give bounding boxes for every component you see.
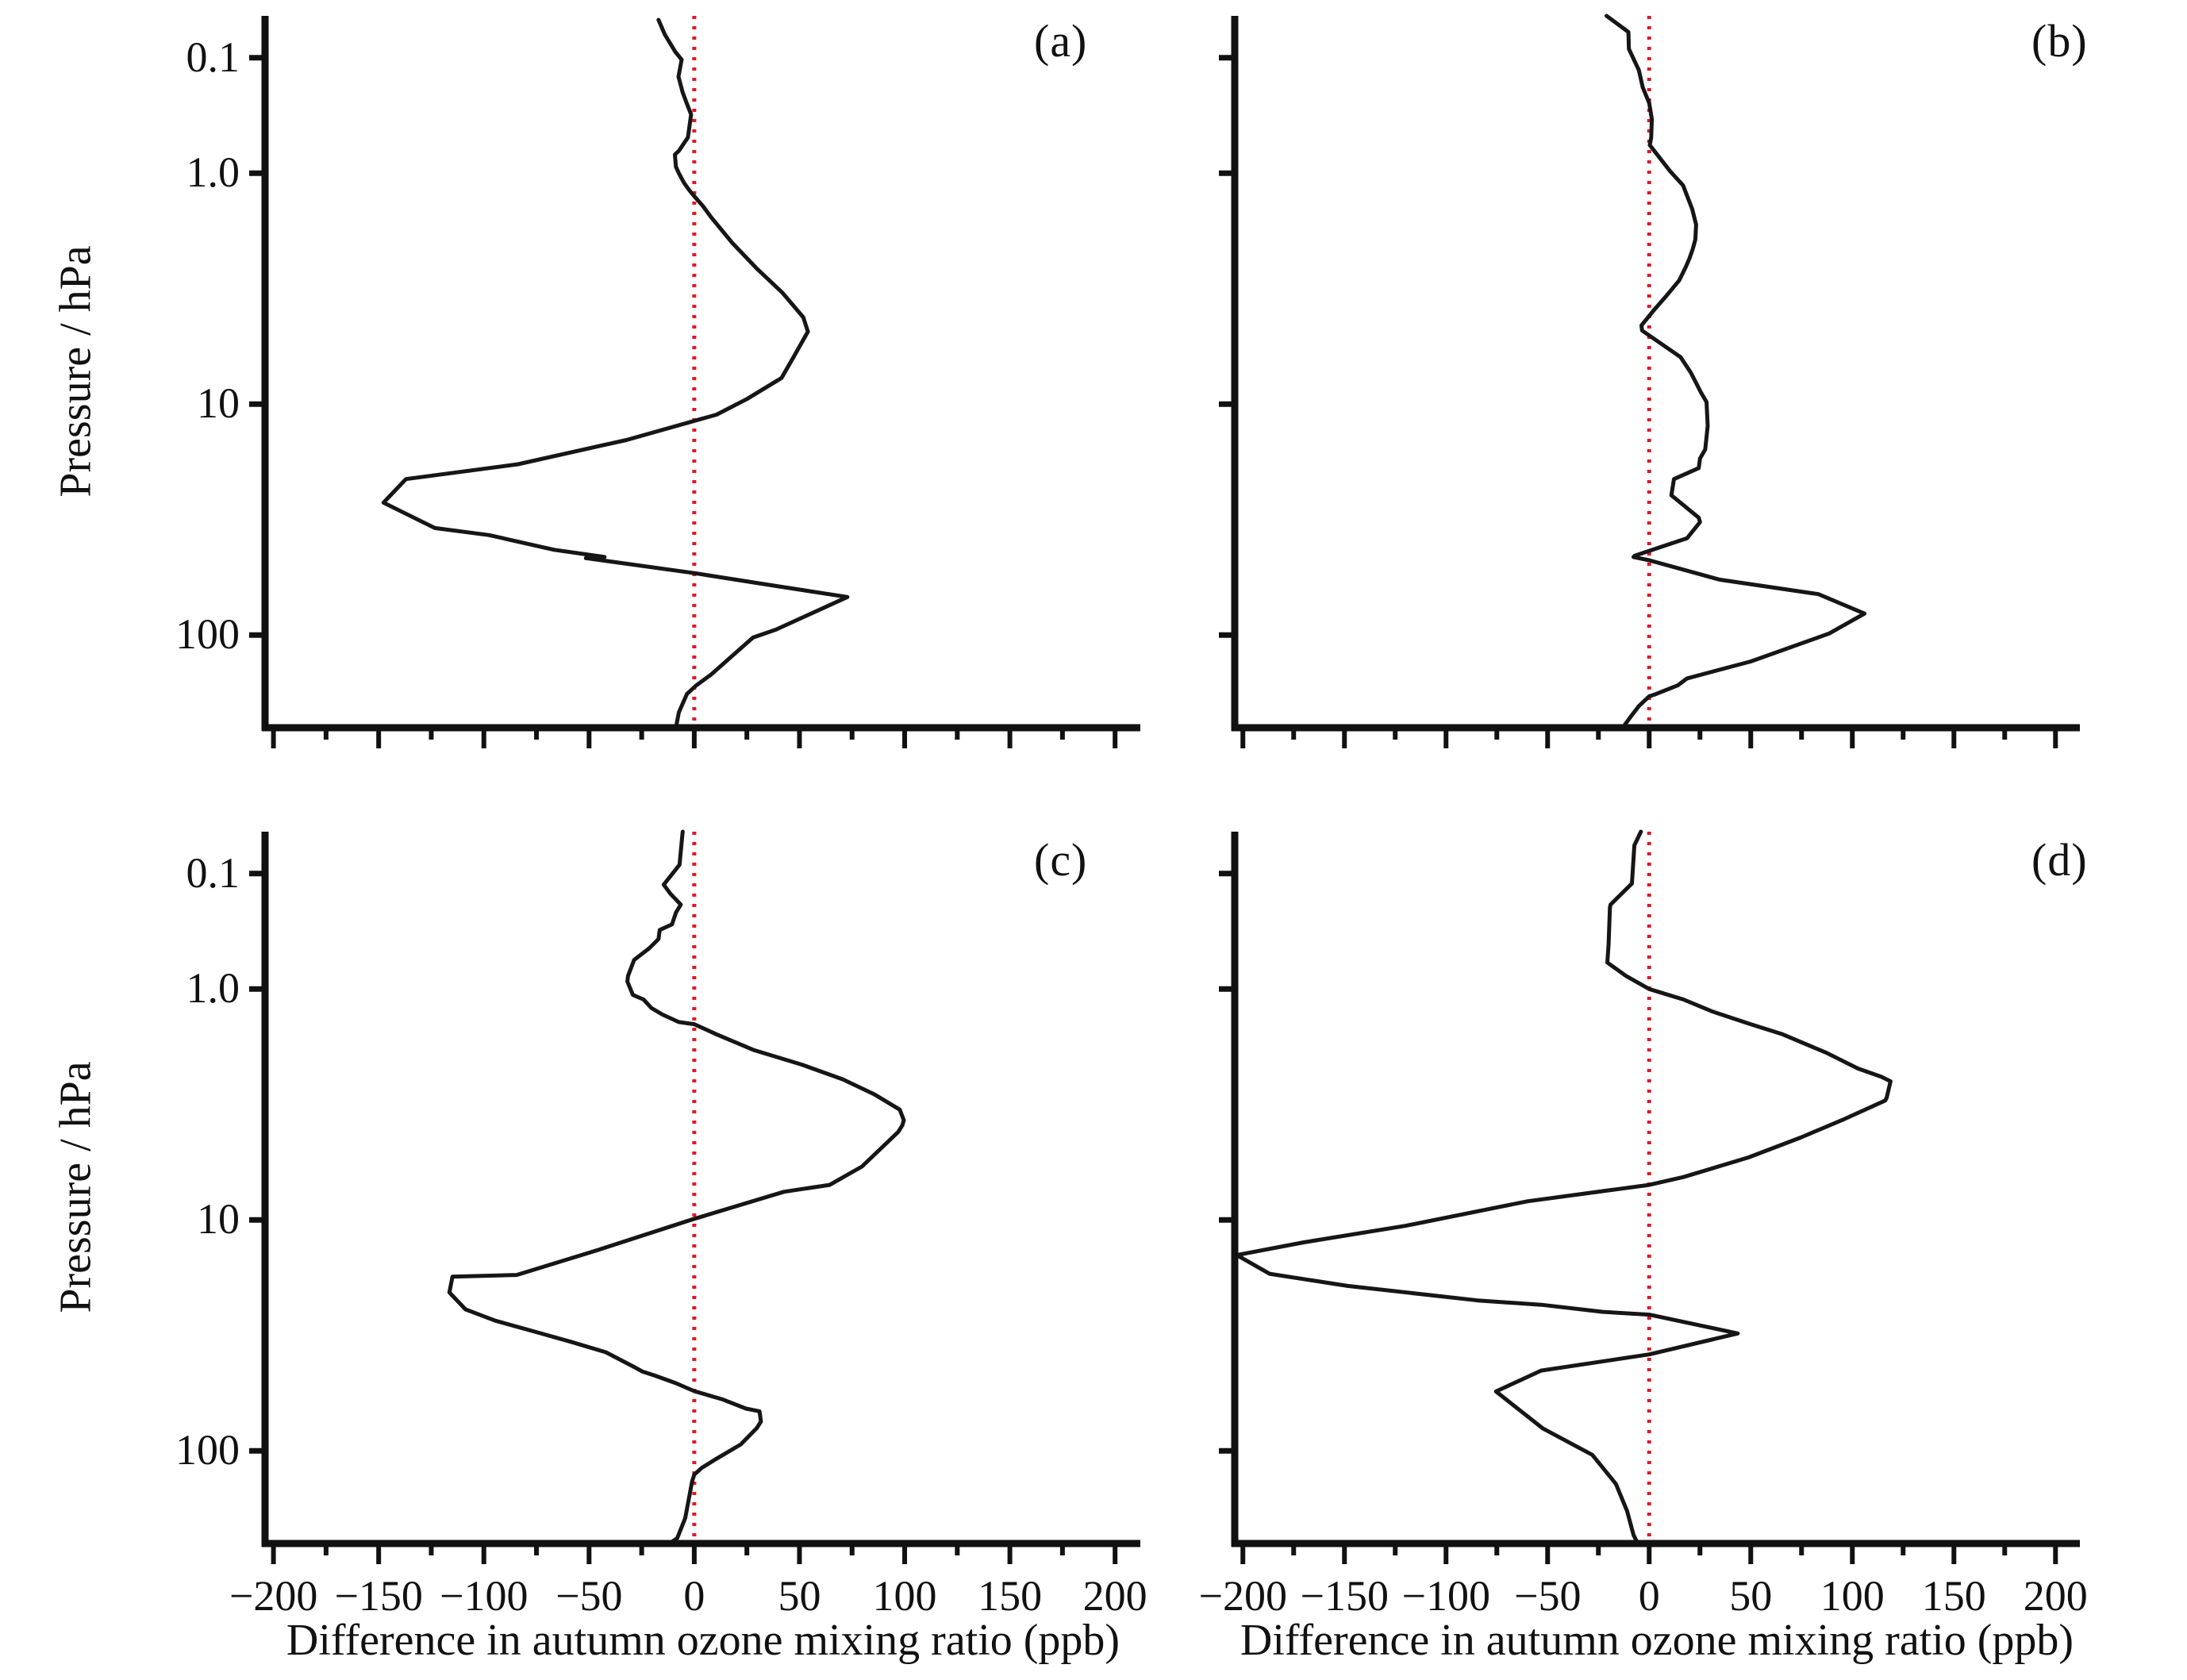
x-tick-label: −200: [1198, 1572, 1287, 1620]
x-tick-label: −150: [1300, 1572, 1389, 1620]
profile-curve: [1605, 13, 1867, 729]
profile-curve: [1235, 829, 1893, 1545]
x-tick-label: 200: [2023, 1572, 2088, 1620]
panel-label-a: (a): [1034, 15, 1088, 67]
x-tick-label: 50: [778, 1572, 821, 1620]
x-tick-label: −50: [555, 1572, 623, 1620]
x-tick-label: −150: [334, 1572, 423, 1620]
y-tick-label: 0.1: [186, 33, 240, 81]
x-tick-label: 0: [1638, 1572, 1660, 1620]
x-tick-label: 100: [872, 1572, 937, 1620]
y-tick-label: 100: [175, 1426, 240, 1474]
profile-curve: [447, 829, 906, 1545]
panel-label-d: (d): [2031, 834, 2088, 886]
x-tick-label: 150: [1921, 1572, 1986, 1620]
x-tick-label: 0: [683, 1572, 705, 1620]
x-tick-label: 150: [978, 1572, 1043, 1620]
x-tick-label: −100: [440, 1572, 528, 1620]
y-tick-label: 10: [197, 379, 240, 428]
x-tick-label: 200: [1082, 1572, 1147, 1620]
y-tick-label: 10: [197, 1195, 240, 1244]
x-tick-label: 100: [1820, 1572, 1885, 1620]
profile-curve: [381, 17, 850, 729]
x-tick-label: −50: [1514, 1572, 1582, 1620]
x-tick-label: −100: [1401, 1572, 1490, 1620]
panel-label-b: (b): [2031, 15, 2088, 67]
y-axis-title-bottom: Pressure / hPa: [51, 1061, 101, 1313]
x-axis-title-right: Difference in autumn ozone mixing ratio …: [1240, 1616, 2074, 1665]
y-axis-title-top: Pressure / hPa: [51, 245, 101, 498]
y-tick-label: 1.0: [186, 964, 240, 1013]
y-tick-label: 0.1: [186, 848, 240, 897]
x-axis-title-left: Difference in autumn ozone mixing ratio …: [286, 1616, 1120, 1665]
x-tick-label: −200: [229, 1572, 318, 1620]
x-tick-label: 50: [1729, 1572, 1773, 1620]
panel-label-c: (c): [1034, 834, 1088, 886]
y-tick-label: 1.0: [186, 148, 240, 197]
y-tick-label: 100: [175, 610, 240, 659]
